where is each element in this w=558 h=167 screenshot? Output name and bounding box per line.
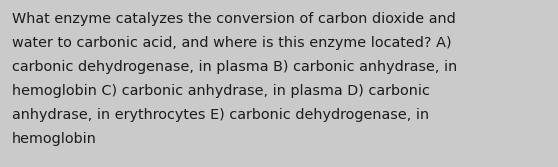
Text: hemoglobin C) carbonic anhydrase, in plasma D) carbonic: hemoglobin C) carbonic anhydrase, in pla… <box>12 84 430 98</box>
Text: What enzyme catalyzes the conversion of carbon dioxide and: What enzyme catalyzes the conversion of … <box>12 12 456 26</box>
Text: water to carbonic acid, and where is this enzyme located? A): water to carbonic acid, and where is thi… <box>12 36 451 50</box>
Text: carbonic dehydrogenase, in plasma B) carbonic anhydrase, in: carbonic dehydrogenase, in plasma B) car… <box>12 60 457 74</box>
Text: anhydrase, in erythrocytes E) carbonic dehydrogenase, in: anhydrase, in erythrocytes E) carbonic d… <box>12 108 429 122</box>
Text: hemoglobin: hemoglobin <box>12 132 97 146</box>
